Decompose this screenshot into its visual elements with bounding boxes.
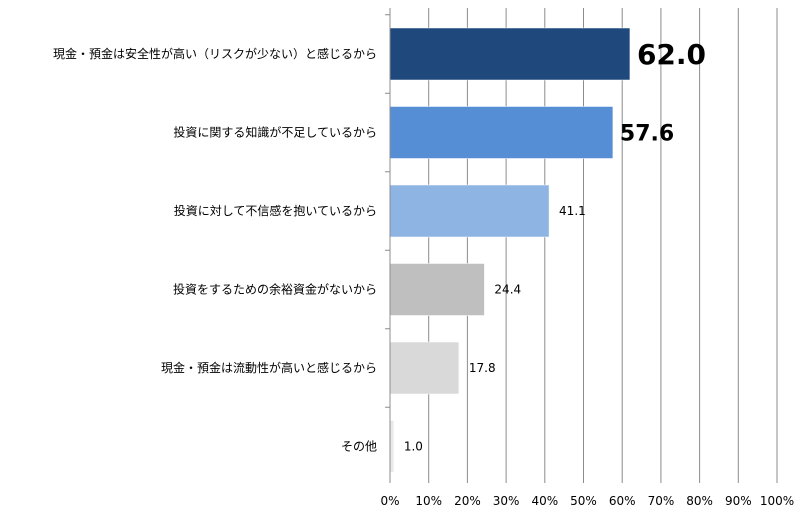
x-tick-label: 80% xyxy=(686,494,713,508)
x-tick-label: 30% xyxy=(493,494,520,508)
x-tick-label: 20% xyxy=(454,494,481,508)
category-label: 現金・預金は流動性が高いと感じるから xyxy=(161,360,377,375)
value-label: 24.4 xyxy=(494,283,521,297)
bars xyxy=(389,27,631,473)
x-tick-label: 0% xyxy=(380,494,399,508)
category-label: その他 xyxy=(341,440,377,454)
bar xyxy=(389,263,485,316)
bar xyxy=(389,420,395,473)
value-label: 1.0 xyxy=(404,440,423,454)
value-label: 57.6 xyxy=(620,122,674,147)
value-label: 17.8 xyxy=(469,361,496,375)
category-label: 投資に関する知識が不足しているから xyxy=(173,125,377,140)
x-tick-label: 40% xyxy=(531,494,558,508)
category-label: 現金・預金は安全性が高い（リスクが少ない）と感じるから xyxy=(53,46,377,61)
x-tick-label: 70% xyxy=(648,494,675,508)
gridlines xyxy=(385,8,778,483)
bar xyxy=(389,106,614,159)
x-tick-label: 60% xyxy=(609,494,636,508)
x-axis-ticks: 0% 10% 20% 30% 40% 50% 60% 70% 80% 90% 100% xyxy=(380,494,794,508)
category-labels: 現金・預金は安全性が高い（リスクが少ない）と感じるから投資に関する知識が不足して… xyxy=(53,46,377,454)
category-label: 投資をするための余裕資金がないから xyxy=(173,282,377,297)
x-tick-label: 10% xyxy=(415,494,442,508)
x-tick-label: 90% xyxy=(725,494,752,508)
x-tick-label: 50% xyxy=(570,494,597,508)
category-label: 投資に対して不信感を抱いているから xyxy=(174,203,377,218)
value-label: 62.0 xyxy=(637,38,706,71)
bar xyxy=(389,27,631,81)
value-label: 41.1 xyxy=(559,204,586,218)
bar xyxy=(389,184,550,238)
value-labels: 62.0 57.6 41.1 24.4 17.8 1.0 xyxy=(404,38,706,454)
bar xyxy=(389,341,460,395)
x-tick-label: 100% xyxy=(760,494,794,508)
